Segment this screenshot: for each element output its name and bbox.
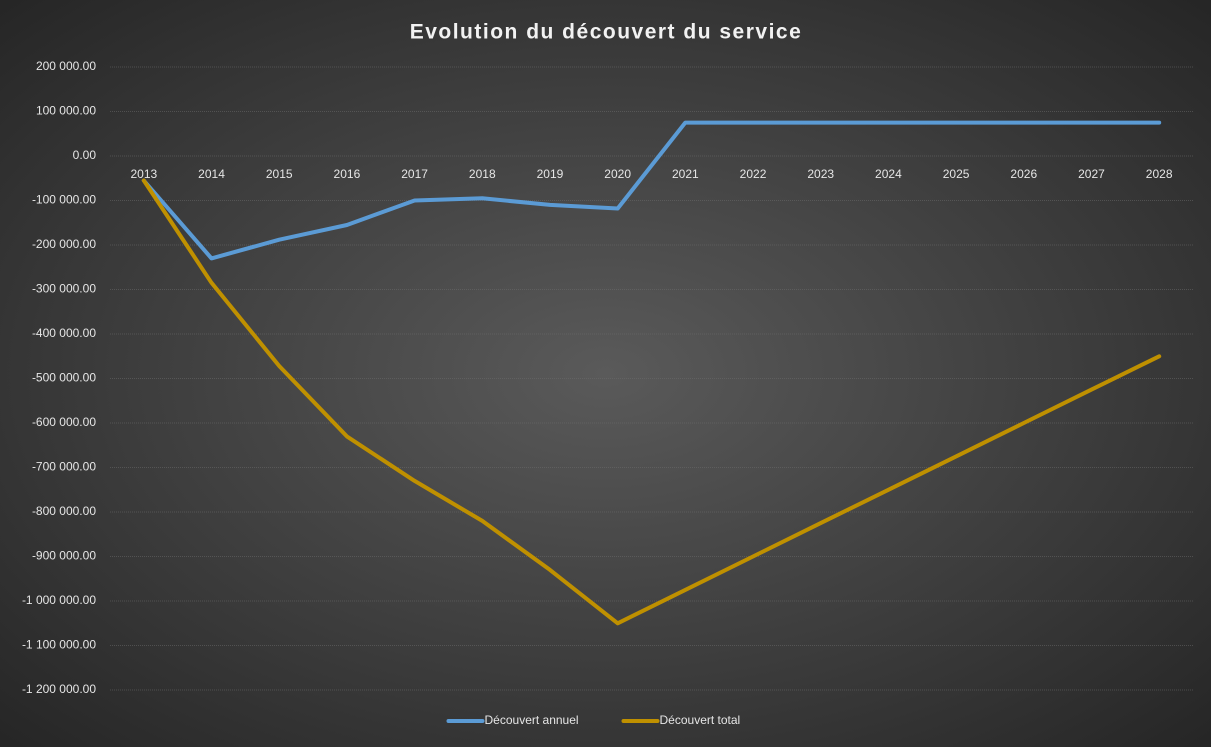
grid: -1 200 000.00 -1 100 000.00 -1 000 000.00 -… [22,59,1193,696]
legend-label: Découvert total [660,713,741,727]
x-tick-label: 2018 [469,167,496,181]
x-tick-label: 2022 [740,167,767,181]
x-tick-label: 2017 [401,167,428,181]
y-tick-label: 0.00 [73,148,97,162]
x-tick-label: 2016 [334,167,361,181]
x-tick-label: 2023 [807,167,834,181]
x-tick-label: 2013 [130,167,157,181]
x-tick-label: 2028 [1146,167,1173,181]
x-tick-label: 2014 [198,167,225,181]
y-tick-label: -800 000.00 [32,504,96,518]
y-tick-label: 200 000.00 [36,59,96,73]
series-line [141,178,1162,626]
legend: Découvert annuel Découvert total [446,713,741,727]
x-tick-label: 2026 [1010,167,1037,181]
y-tick-label: -1 200 000.00 [22,682,96,696]
x-tick-label: 2020 [604,167,631,181]
y-tick-label: -400 000.00 [32,326,96,340]
y-tick-label: -900 000.00 [32,549,96,563]
chart-title: Evolution du découvert du service [410,21,803,44]
x-tick-label: 2015 [266,167,293,181]
x-tick-label: 2019 [537,167,564,181]
y-tick-label: -100 000.00 [32,193,96,207]
x-tick-label: 2027 [1078,167,1105,181]
y-tick-label: -1 000 000.00 [22,593,96,607]
y-tick-label: -700 000.00 [32,460,96,474]
y-tick-label: -200 000.00 [32,237,96,251]
x-tick-label: 2024 [875,167,902,181]
y-tick-label: -1 100 000.00 [22,638,96,652]
series-line [141,120,1162,261]
legend-label: Découvert annuel [485,713,579,727]
x-tick-label: 2025 [943,167,970,181]
y-tick-label: -600 000.00 [32,415,96,429]
plot [141,120,1162,626]
y-tick-label: -300 000.00 [32,282,96,296]
x-tick-label: 2021 [672,167,699,181]
y-tick-label: -500 000.00 [32,371,96,385]
y-tick-label: 100 000.00 [36,104,96,118]
